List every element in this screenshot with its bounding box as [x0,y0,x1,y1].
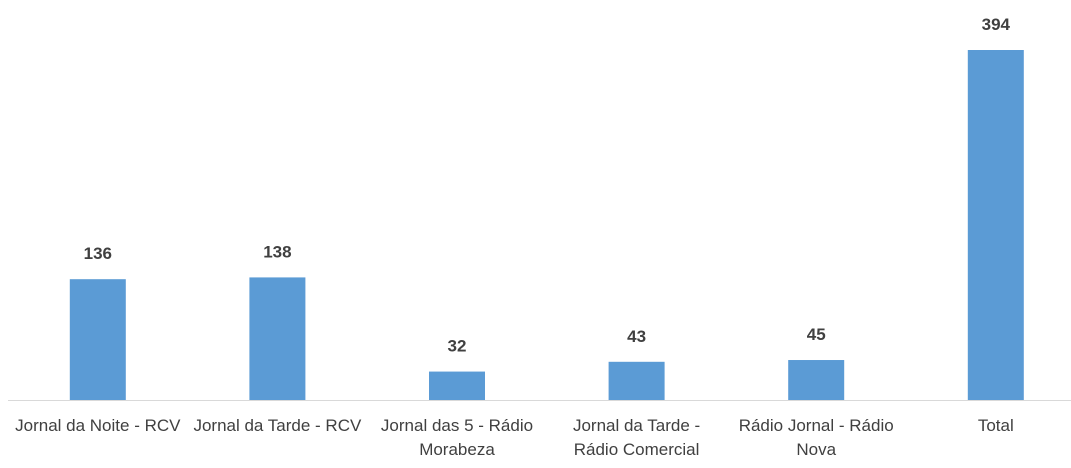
x-tick-label: Total [977,416,1014,435]
x-tick-label: Rádio Jornal - Rádio Nova [738,416,894,459]
x-tick-label: Jornal das 5 - Rádio Morabeza [380,416,534,459]
data-label: 45 [807,325,826,344]
bar [788,360,845,400]
x-tick-label: Jornal da Tarde - RCV [193,416,362,435]
bar [967,50,1024,400]
x-tick-label: Jornal da Noite - RCV [15,416,181,435]
data-label: 136 [84,244,112,263]
data-label: 32 [448,337,467,356]
x-tick-label: Jornal da Tarde - Rádio Comercial [572,416,701,459]
data-label: 138 [263,242,291,261]
bar [69,279,126,400]
data-label: 394 [982,15,1011,34]
bar [429,371,485,400]
bar [608,361,665,400]
bar [249,277,306,400]
data-label: 43 [627,327,646,346]
